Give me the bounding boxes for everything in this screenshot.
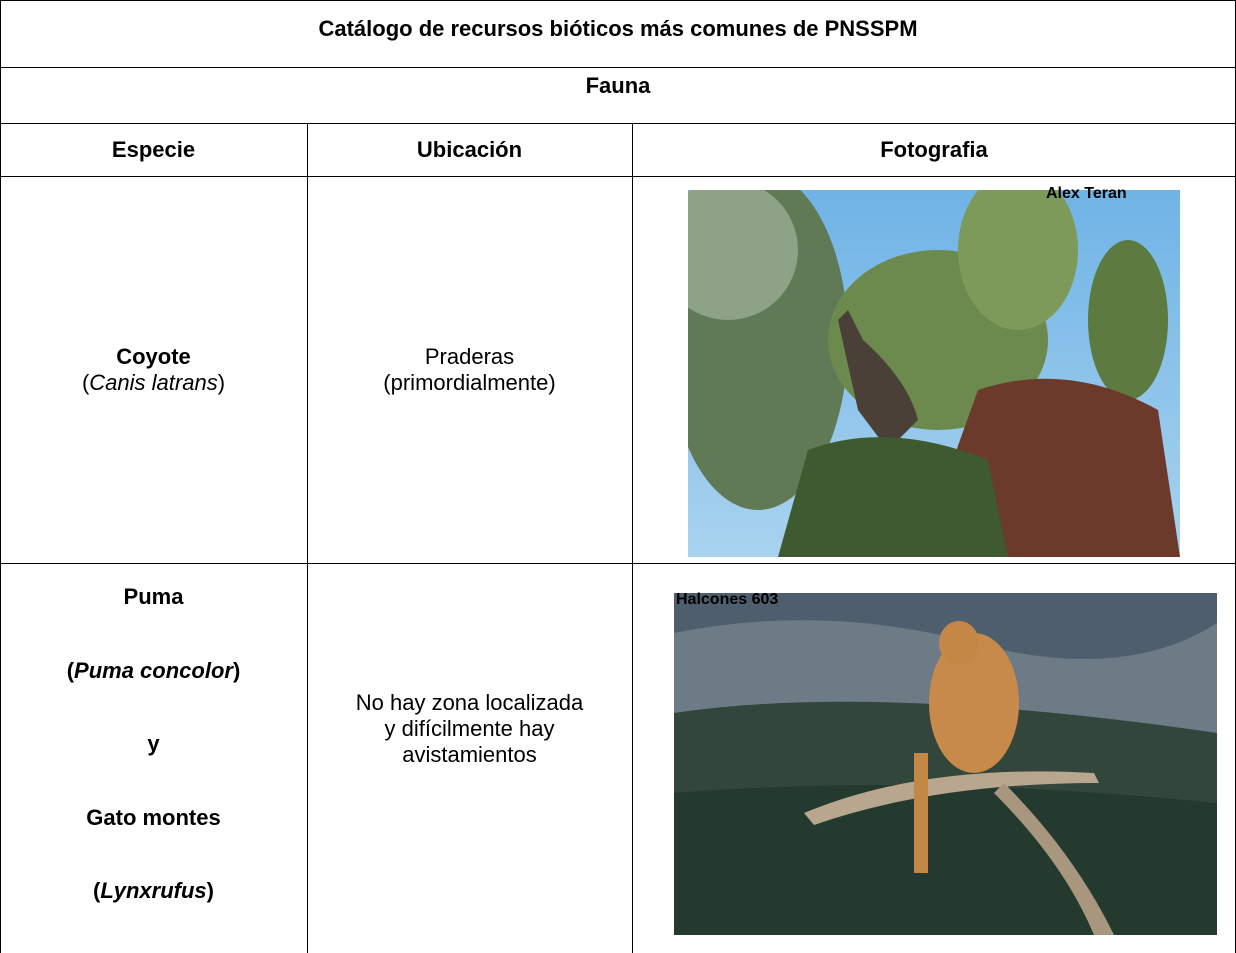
header: Fotografia	[880, 137, 988, 162]
border	[307, 123, 308, 953]
location-cell: Praderas (primordialmente)	[307, 177, 632, 563]
species-line: y	[147, 731, 159, 757]
border	[632, 123, 633, 953]
photo	[688, 190, 1180, 557]
species-text: Puma concolor	[74, 657, 233, 683]
species-line: (Canis latrans)	[82, 370, 225, 396]
location-line: Praderas	[424, 344, 515, 369]
species-text: )	[232, 657, 241, 683]
species-line: (Puma concolor)	[67, 658, 241, 684]
section: Fauna	[585, 73, 651, 98]
species-line: Puma	[124, 584, 184, 610]
species-cell: Coyote (Canis latrans)	[0, 177, 307, 563]
species-text: )	[206, 878, 214, 903]
species-cell: Puma (Puma concolor) y Gato montes (Lynxrufu…	[0, 584, 307, 904]
species-text: )	[217, 370, 226, 395]
border	[0, 563, 1236, 564]
location-cell: No hay zona localizada y difícilmente hay…	[307, 564, 632, 894]
border	[0, 123, 1236, 124]
header: Ubicación	[416, 137, 523, 162]
title: Catálogo de recursos bióticos más comune…	[318, 16, 918, 41]
photo-credit: Alex Teran	[1046, 185, 1127, 202]
species-text: Coyote	[116, 344, 191, 369]
border	[0, 0, 1236, 1]
location-line: avistamientos	[402, 742, 537, 767]
border	[0, 176, 1236, 177]
species-text: (	[92, 878, 101, 903]
species-text: Lynxrufus	[100, 878, 207, 903]
border	[0, 67, 1236, 68]
location-line: (primordialmente)	[383, 370, 556, 395]
location-line: y difícilmente hay	[384, 716, 555, 741]
species-line: Gato montes	[86, 805, 220, 831]
border	[0, 0, 1, 953]
header: Especie	[111, 137, 196, 162]
species-text: y	[147, 731, 160, 756]
species-text: Gato montes	[86, 804, 221, 830]
species-line: Coyote	[116, 344, 191, 370]
photo-credit: Halcones 603	[676, 591, 779, 608]
species-text: (	[81, 370, 90, 395]
species-line: (Lynxrufus)	[93, 878, 214, 904]
photo	[674, 593, 1217, 935]
species-text: Puma	[123, 584, 184, 609]
species-text: Canis latrans	[89, 370, 218, 395]
species-text: (	[66, 657, 75, 683]
location-line: No hay zona localizada	[355, 690, 584, 715]
